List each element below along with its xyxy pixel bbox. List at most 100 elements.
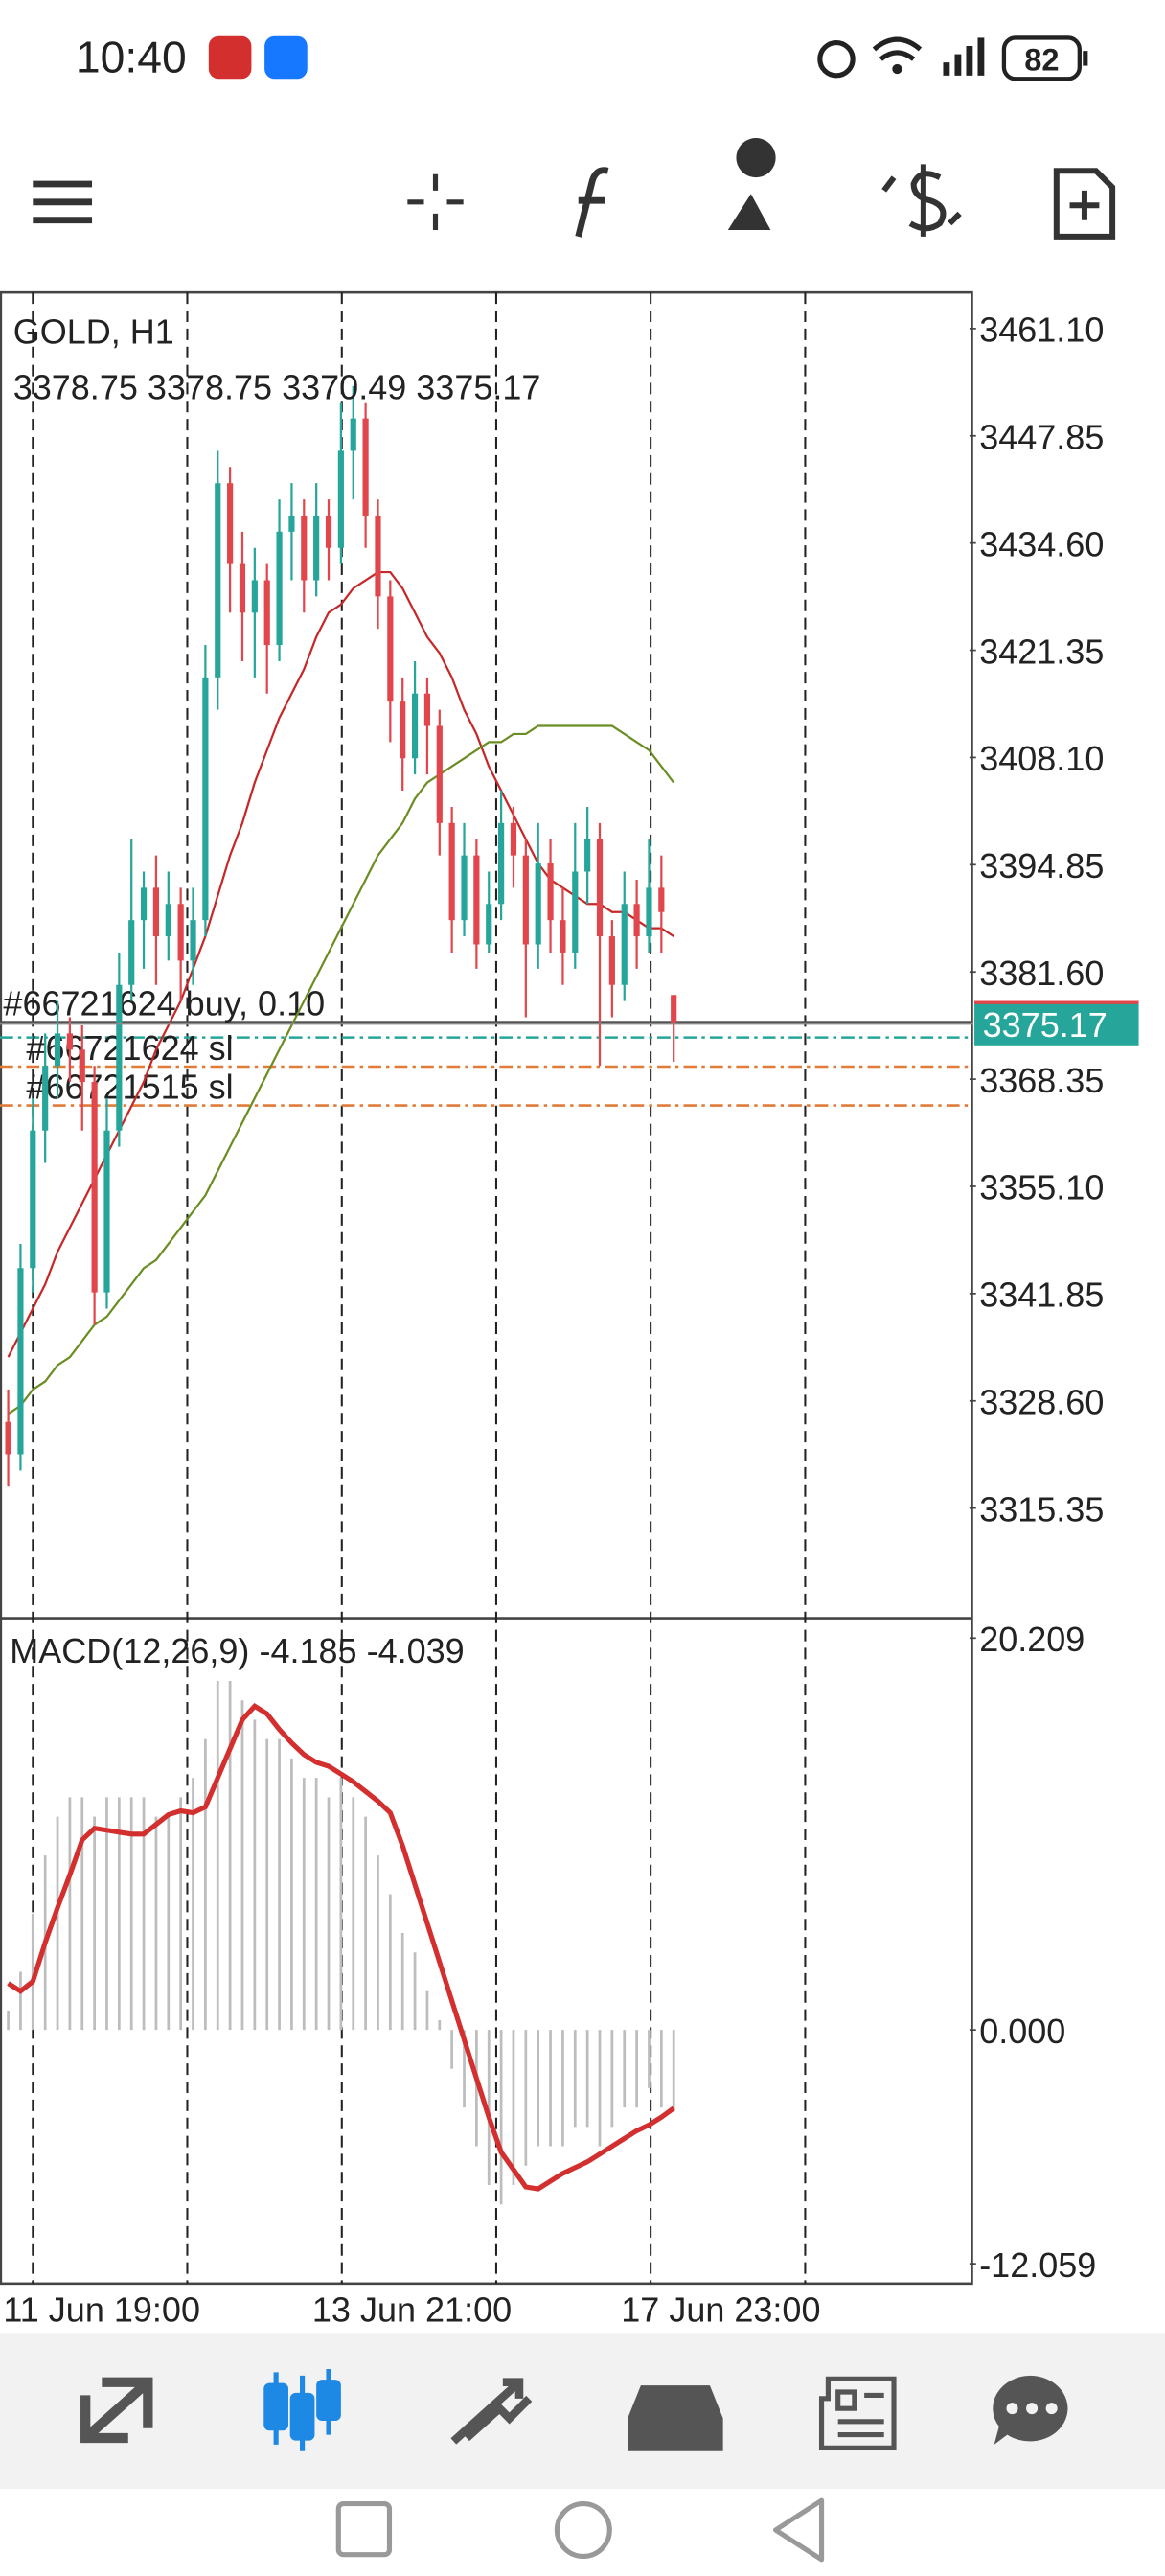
chart-title: GOLD, H1	[13, 311, 174, 351]
candle-body	[646, 887, 652, 937]
ohlc-readout: 3378.75 3378.75 3370.49 3375.17	[13, 368, 541, 407]
crosshair-button[interactable]	[407, 173, 464, 230]
candle-body	[325, 515, 332, 548]
new-order-button[interactable]	[1053, 168, 1116, 240]
candle-body	[190, 920, 196, 961]
candle-body	[461, 855, 468, 921]
news-tab[interactable]	[818, 2376, 897, 2450]
close: 3375.17	[416, 368, 540, 407]
y-tick-label: 3394.85	[979, 846, 1104, 886]
candle-body	[362, 418, 369, 516]
indicators-button[interactable]	[575, 167, 609, 238]
candle-body	[486, 904, 492, 945]
candle-body	[473, 855, 480, 945]
x-tick-label: 11 Jun 19:00	[3, 2289, 200, 2329]
candle-body	[448, 822, 455, 921]
y-tick-label: 3315.35	[979, 1489, 1104, 1529]
candle-body	[387, 596, 394, 702]
bottom-nav-icons	[80, 2369, 1068, 2451]
candle-body	[263, 580, 270, 646]
candle-body	[165, 904, 171, 937]
candle-body	[436, 725, 443, 823]
objects-button[interactable]	[727, 138, 776, 230]
trade-tab[interactable]	[450, 2378, 533, 2445]
toolbar	[33, 138, 1116, 240]
quotes-tab[interactable]	[80, 2377, 153, 2444]
candle-body	[337, 450, 344, 548]
order-label: #66721624 sl	[26, 1028, 233, 1068]
y-tick-label: 3434.60	[979, 524, 1104, 564]
candle-body	[30, 1130, 36, 1269]
candle-body	[301, 515, 308, 581]
candle-body	[239, 564, 246, 613]
app-icon	[264, 35, 308, 80]
back-button[interactable]	[772, 2497, 825, 2563]
y-tick-label: 3421.35	[979, 632, 1104, 671]
candle-body	[547, 863, 554, 921]
macd-name: MACD(12,26,9)	[10, 1631, 249, 1670]
recents-button[interactable]	[335, 2500, 393, 2558]
candle-body	[400, 702, 406, 759]
chart-frame	[0, 290, 973, 2286]
y-tick-label: 3408.10	[979, 739, 1104, 778]
candle-body	[350, 418, 356, 451]
candle-body	[633, 904, 640, 937]
high: 3378.75	[148, 368, 272, 407]
candle-body	[54, 1033, 61, 1067]
order-label: #66721624 buy, 0.10	[3, 984, 325, 1024]
y-tick-label: 3461.10	[979, 310, 1104, 350]
candle-body	[608, 936, 615, 985]
macd-main: -4.185	[259, 1631, 356, 1670]
trade-button[interactable]	[881, 164, 962, 237]
candle-body	[251, 580, 258, 613]
x-tick-label: 17 Jun 23:00	[621, 2289, 820, 2329]
candle-body	[116, 984, 123, 1131]
candle-body	[276, 531, 283, 646]
candle-body	[560, 920, 566, 953]
home-button[interactable]	[554, 2501, 612, 2559]
candle-body	[103, 1130, 110, 1293]
macd-signal-line	[7, 1702, 675, 2192]
candle-body	[17, 1268, 24, 1455]
chart-area: 11 Jun 19:00 13 Jun 21:00 17 Jun 23:00 3461…	[0, 292, 1139, 2329]
candle-body	[227, 483, 234, 564]
candle-body	[375, 515, 381, 597]
candle-body	[140, 887, 148, 921]
y-tick-label: 3368.35	[979, 1061, 1104, 1100]
candle-body	[42, 1066, 49, 1131]
candle-body	[288, 515, 295, 532]
battery-level: 82	[1024, 43, 1059, 78]
y-tick-label: 3447.85	[979, 417, 1104, 456]
candle-body	[215, 483, 221, 678]
x-tick-label: 13 Jun 21:00	[312, 2289, 512, 2329]
candle-body	[91, 1082, 98, 1293]
order-label: #66721515 sl	[26, 1068, 233, 1107]
candle-body	[584, 839, 591, 872]
y-tick-label: -12.059	[979, 2245, 1096, 2285]
y-tick-label: 20.209	[979, 1620, 1085, 1659]
menu-button[interactable]	[33, 180, 93, 224]
system-nav	[335, 2497, 825, 2563]
candle-body	[572, 871, 579, 953]
candle-body	[66, 1033, 73, 1050]
y-tick-label: 3355.10	[979, 1168, 1104, 1208]
y-tick-label: 3341.85	[979, 1276, 1104, 1315]
candle-body	[596, 839, 604, 937]
open: 3378.75	[13, 368, 138, 407]
macd-signal: -4.039	[367, 1631, 465, 1670]
current-price-box	[974, 1002, 1139, 1046]
macd-title: MACD(12,26,9) -4.185 -4.039	[10, 1631, 464, 1670]
candle-body	[411, 693, 419, 759]
history-tab[interactable]	[628, 2385, 723, 2451]
candle-body	[177, 904, 184, 961]
y-tick-label: 3381.60	[979, 954, 1104, 993]
candle-body	[671, 995, 677, 1024]
candle-body	[5, 1421, 11, 1455]
y-tick-label: 0.000	[979, 2012, 1065, 2051]
chart-tab[interactable]	[263, 2369, 341, 2451]
candle-body	[535, 863, 541, 945]
y-tick-label: 3328.60	[979, 1382, 1104, 1421]
candle-body	[658, 887, 665, 912]
